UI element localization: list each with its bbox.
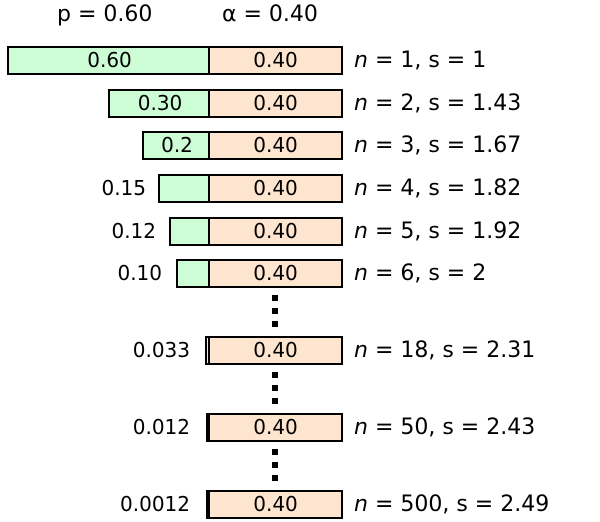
row-n500: 0.0012 0.40 n = 500, s = 2.49 [0, 490, 600, 519]
n-label: n = 2, s = 1.43 [354, 89, 521, 118]
p-label: 0.033 [132, 338, 190, 362]
alpha-box: 0.40 [208, 174, 343, 203]
p-label: 0.012 [132, 415, 190, 439]
alpha-box: 0.40 [208, 336, 343, 365]
n-value: = 500, s = 2.49 [367, 492, 550, 517]
ellipsis-dot [272, 321, 278, 327]
n-variable: n [354, 415, 368, 440]
alpha-box: 0.40 [208, 490, 343, 519]
n-value: = 50, s = 2.43 [367, 415, 536, 440]
row-n18: 0.033 0.40 n = 18, s = 2.31 [0, 336, 600, 365]
p-label: 0.15 [101, 176, 146, 200]
n-value: = 4, s = 1.82 [367, 176, 522, 201]
p-label: 0.0012 [120, 492, 190, 516]
row-n50: 0.012 0.40 n = 50, s = 2.43 [0, 413, 600, 442]
ellipsis-dots [271, 372, 279, 411]
n-variable: n [354, 176, 368, 201]
p-box: 0.2 [142, 131, 210, 160]
ellipsis-dot [272, 308, 278, 314]
p-box: 0.30 [108, 89, 210, 118]
p-box: 0.60 [7, 46, 210, 75]
n-value: = 18, s = 2.31 [367, 338, 536, 363]
n-label: n = 1, s = 1 [354, 46, 486, 75]
n-label: n = 50, s = 2.43 [354, 413, 535, 442]
p-box [158, 174, 210, 203]
p-label: 0.12 [111, 219, 156, 243]
p-box [205, 336, 210, 365]
row-n6: 0.10 0.40 n = 6, s = 2 [0, 259, 600, 288]
n-variable: n [354, 338, 368, 363]
row-n5: 0.12 0.40 n = 5, s = 1.92 [0, 217, 600, 246]
n-value: = 3, s = 1.67 [367, 133, 522, 158]
ellipsis-dot [272, 462, 278, 468]
n-label: n = 18, s = 2.31 [354, 336, 535, 365]
ellipsis-dots [271, 449, 279, 488]
p-box [176, 259, 210, 288]
n-variable: n [354, 261, 368, 286]
n-label: n = 3, s = 1.67 [354, 131, 521, 160]
p-header: p = 0.60 [57, 2, 153, 27]
n-value: = 2, s = 1.43 [367, 91, 522, 116]
n-value: = 1, s = 1 [367, 48, 487, 73]
row-n3: 0.2 0.40 n = 3, s = 1.67 [0, 131, 600, 160]
n-value: = 5, s = 1.92 [367, 219, 522, 244]
alpha-box: 0.40 [208, 46, 343, 75]
n-label: n = 500, s = 2.49 [354, 490, 549, 519]
alpha-box: 0.40 [208, 259, 343, 288]
n-variable: n [354, 492, 368, 517]
alpha-box: 0.40 [208, 217, 343, 246]
row-n2: 0.30 0.40 n = 2, s = 1.43 [0, 89, 600, 118]
ellipsis-dot [272, 295, 278, 301]
n-label: n = 5, s = 1.92 [354, 217, 521, 246]
n-value: = 6, s = 2 [367, 261, 487, 286]
alpha-box: 0.40 [208, 131, 343, 160]
n-variable: n [354, 133, 368, 158]
p-box [169, 217, 210, 246]
ellipsis-dot [272, 385, 278, 391]
row-n4: 0.15 0.40 n = 4, s = 1.82 [0, 174, 600, 203]
ellipsis-dots [271, 295, 279, 334]
n-label: n = 4, s = 1.82 [354, 174, 521, 203]
row-n1: 0.60 0.40 n = 1, s = 1 [0, 46, 600, 75]
n-label: n = 6, s = 2 [354, 259, 486, 288]
alpha-box: 0.40 [208, 413, 343, 442]
n-variable: n [354, 91, 368, 116]
ellipsis-dot [272, 449, 278, 455]
n-variable: n [354, 48, 368, 73]
p-label: 0.10 [117, 261, 162, 285]
ellipsis-dot [272, 372, 278, 378]
ellipsis-dot [272, 475, 278, 481]
alpha-header: α = 0.40 [222, 2, 318, 27]
alpha-box: 0.40 [208, 89, 343, 118]
n-variable: n [354, 219, 368, 244]
ellipsis-dot [272, 398, 278, 404]
